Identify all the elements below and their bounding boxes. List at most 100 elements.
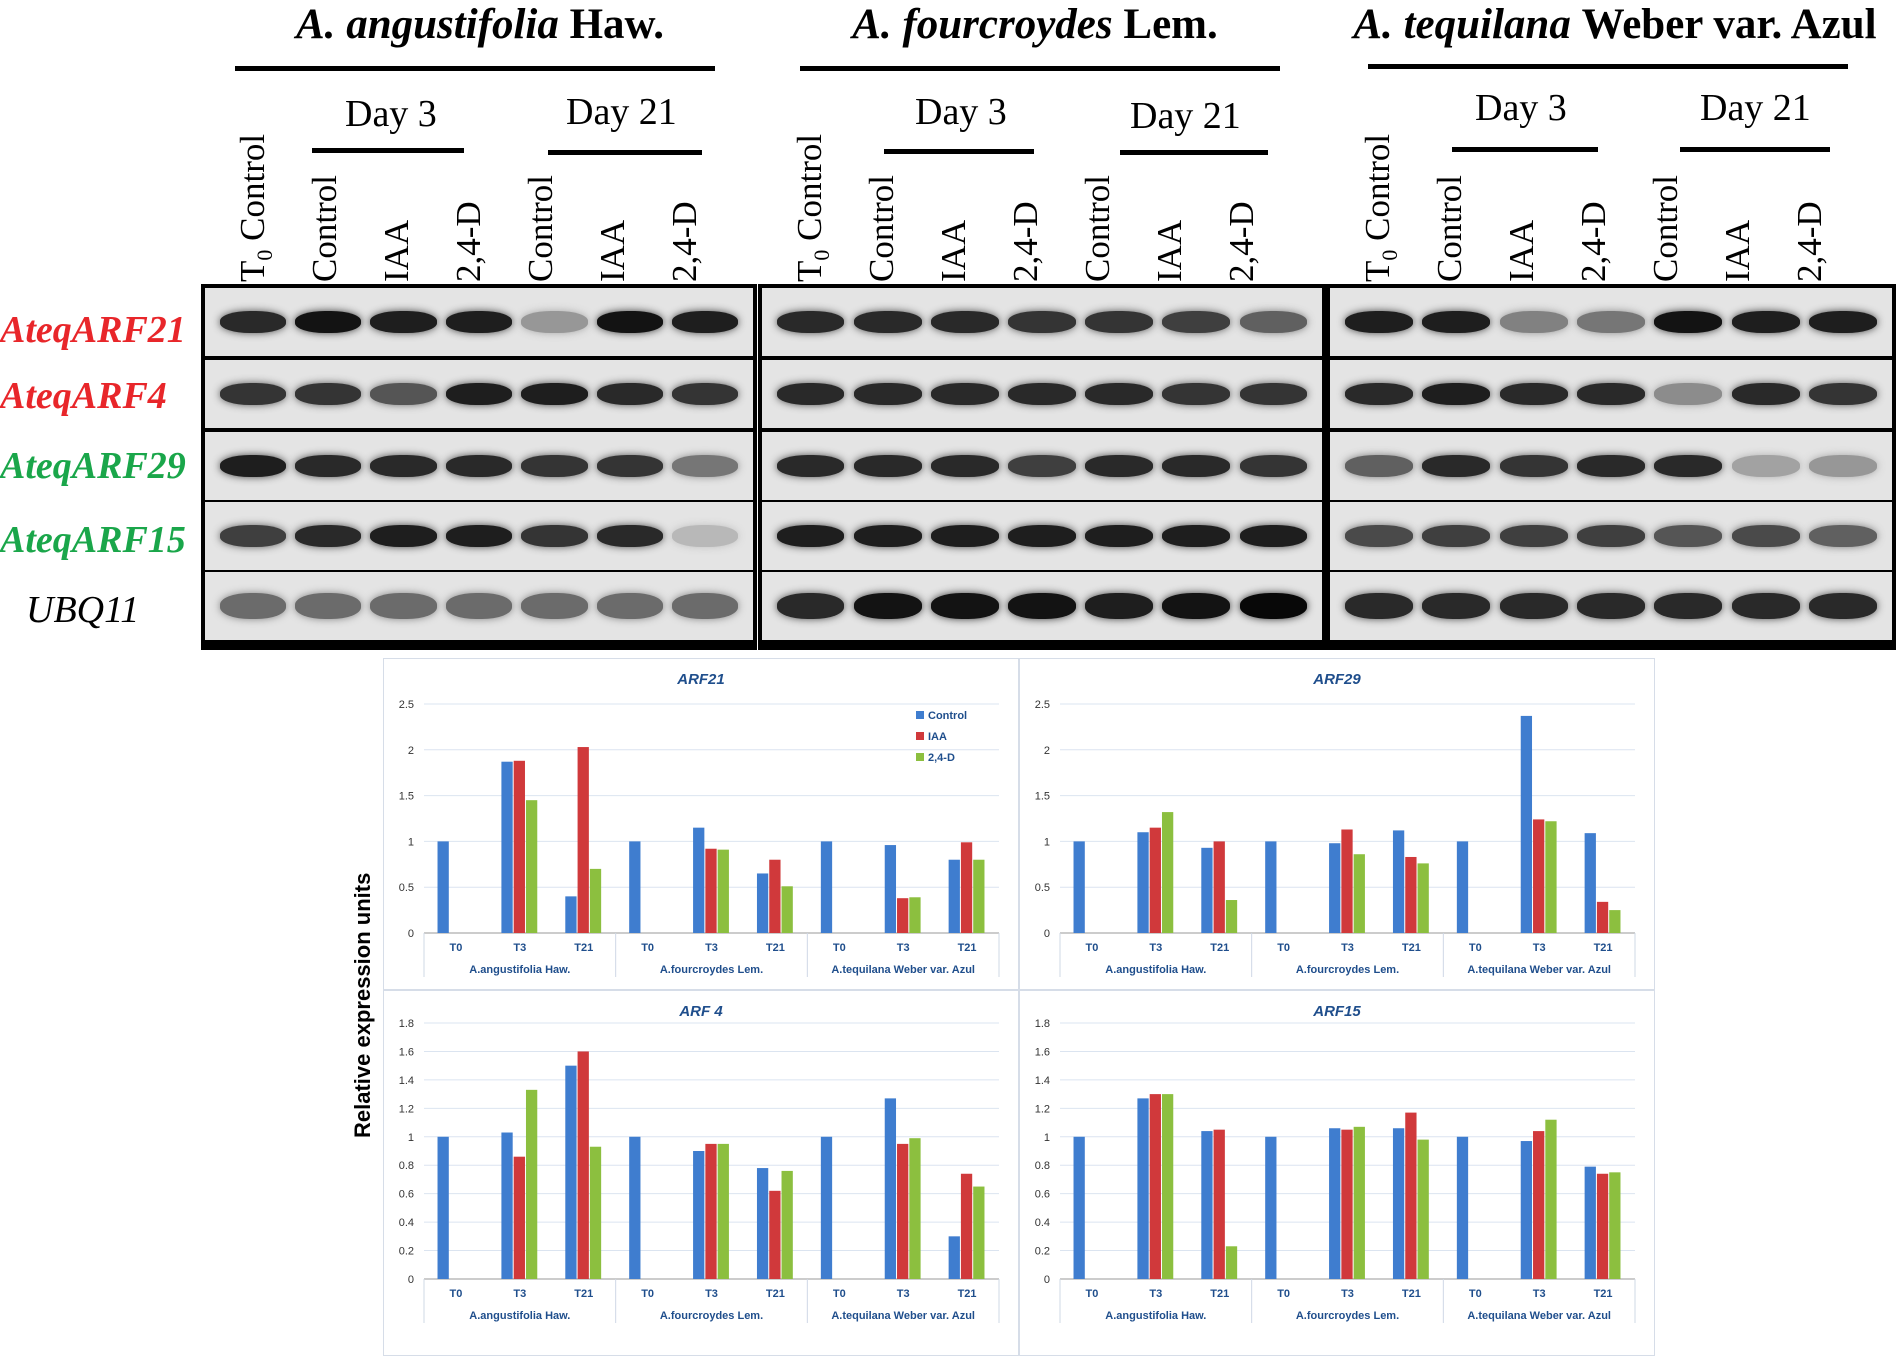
- species-underline: [1368, 64, 1848, 69]
- bar-iaa: [897, 898, 909, 933]
- bar-control: [1329, 1128, 1341, 1279]
- y-tick-label: 0.2: [399, 1246, 414, 1258]
- bar-control: [1073, 841, 1085, 933]
- species-title-tequilana: A. tequilana Weber var. Azul: [1353, 1, 1877, 48]
- chart-svg: 0 0.2 0.4 0.6 0.8 1 1.2 1.4 1.6 1.8 T0 T3 T21 T0 T3 T21…: [399, 1018, 1000, 1323]
- bar-control: [1265, 841, 1277, 933]
- bar-2-4-d: [589, 1146, 602, 1279]
- x-tick-label: T3: [1533, 1288, 1546, 1300]
- gel-row: [1330, 432, 1892, 500]
- gel-band: [1085, 593, 1154, 619]
- bar-iaa: [1533, 819, 1545, 933]
- gel-band: [1085, 383, 1154, 405]
- bar-control: [693, 827, 705, 933]
- x-tick-label: T3: [705, 942, 718, 954]
- bar-control: [437, 1136, 449, 1279]
- gel-row: [1330, 502, 1892, 570]
- y-tick-label: 0.5: [1035, 882, 1050, 894]
- bar-control: [1456, 841, 1469, 933]
- gel-band: [521, 525, 588, 547]
- bar-control: [1265, 1136, 1277, 1279]
- x-tick-label: T0: [1469, 1288, 1482, 1300]
- gel-row: [1330, 288, 1892, 356]
- bar-2-4-d: [1417, 1139, 1429, 1279]
- gel-band: [596, 525, 664, 547]
- bar-control: [820, 841, 833, 933]
- day-label: Day 21: [1130, 95, 1241, 137]
- gel-band: [1499, 383, 1568, 405]
- y-tick-label: 1.4: [1035, 1075, 1050, 1087]
- bar-iaa: [1533, 1131, 1545, 1279]
- gel-band: [672, 455, 739, 477]
- lane-label-d24: 2,4-D: [1006, 201, 1045, 282]
- gel-band: [445, 311, 513, 333]
- gel-band: [1809, 525, 1878, 547]
- chart-arf15: ARF15 0 0.2 0.4 0.6 0.8 1 1.2 1.4 1.6 1.8 T0 T3 T21 T…: [1019, 990, 1655, 1356]
- x-tick-label: T21: [958, 1288, 977, 1300]
- bar-control: [1584, 1166, 1596, 1279]
- lane-label-control: Control: [1430, 175, 1469, 282]
- lane-label-control: Control: [1078, 175, 1117, 282]
- gel-band: [1008, 383, 1076, 405]
- group-label: A.tequilana Weber var. Azul: [831, 964, 975, 976]
- x-tick-label: T0: [833, 1288, 846, 1300]
- bar-control: [948, 859, 960, 933]
- bar-2-4-d: [525, 800, 538, 933]
- gel-band: [521, 311, 588, 333]
- lane-label-iaa: IAA: [593, 219, 632, 282]
- x-tick-label: T0: [1086, 1288, 1099, 1300]
- gel-band: [1008, 525, 1076, 547]
- gel-band: [370, 455, 437, 477]
- bar-iaa: [769, 1190, 781, 1279]
- bar-iaa: [1596, 1173, 1609, 1279]
- gel-band: [445, 455, 513, 477]
- lane-label-t0-control: T0 Control: [1358, 133, 1402, 282]
- group-label: A.angustifolia Haw.: [1105, 1310, 1206, 1322]
- gel-band: [445, 383, 513, 405]
- lane-label-control: Control: [521, 175, 560, 282]
- gel-band: [1576, 311, 1645, 333]
- y-tick-label: 2.5: [399, 699, 414, 711]
- chart-arf21: ARF21 0 0.5 1 1.5 2 2.5 T0 T3 T21 T0 T3 T21 T0 T3 T21 A…: [383, 658, 1019, 990]
- bar-iaa: [960, 842, 973, 933]
- gel-band: [596, 593, 664, 619]
- y-axis-label: Relative expression units: [350, 872, 375, 1138]
- bar-iaa: [577, 747, 589, 933]
- y-tick-label: 1.5: [1035, 791, 1050, 803]
- bar-iaa: [705, 1143, 717, 1279]
- gel-band: [776, 311, 845, 333]
- x-tick-label: T21: [1210, 942, 1229, 954]
- gel-row: [205, 572, 753, 640]
- y-tick-label: 2.5: [1035, 699, 1050, 711]
- bar-control: [501, 1132, 513, 1279]
- bar-2-4-d: [781, 1170, 793, 1279]
- y-tick-label: 1.2: [399, 1103, 414, 1115]
- gel-band: [294, 311, 362, 333]
- bar-iaa: [513, 760, 525, 933]
- gene-label-arf15: AteqARF15: [0, 519, 186, 561]
- gel-band: [1654, 593, 1723, 619]
- gel-band: [672, 383, 739, 405]
- bar-2-4-d: [1609, 1172, 1621, 1279]
- x-tick-label: T0: [641, 942, 654, 954]
- bar-2-4-d: [717, 1143, 729, 1279]
- gel-band: [521, 383, 588, 405]
- gel-band: [1344, 525, 1413, 547]
- lane-label-iaa: IAA: [377, 219, 416, 282]
- lane-label-iaa: IAA: [1150, 219, 1189, 282]
- bar-2-4-d: [1161, 1094, 1174, 1279]
- gel-band: [1162, 525, 1231, 547]
- gel-band: [521, 455, 588, 477]
- y-tick-label: 1: [408, 1132, 414, 1144]
- x-tick-label: T3: [1533, 942, 1546, 954]
- bar-2-4-d: [973, 859, 985, 933]
- y-tick-label: 0.4: [399, 1217, 414, 1229]
- gel-row: [1330, 360, 1892, 428]
- group-label: A.tequilana Weber var. Azul: [1467, 1310, 1611, 1322]
- x-tick-label: T21: [766, 942, 785, 954]
- bar-control: [884, 845, 897, 933]
- gene-label-arf21: AteqARF21: [0, 309, 186, 351]
- gel-band: [596, 311, 664, 333]
- gel-band: [1654, 311, 1723, 333]
- gel-band: [219, 455, 286, 477]
